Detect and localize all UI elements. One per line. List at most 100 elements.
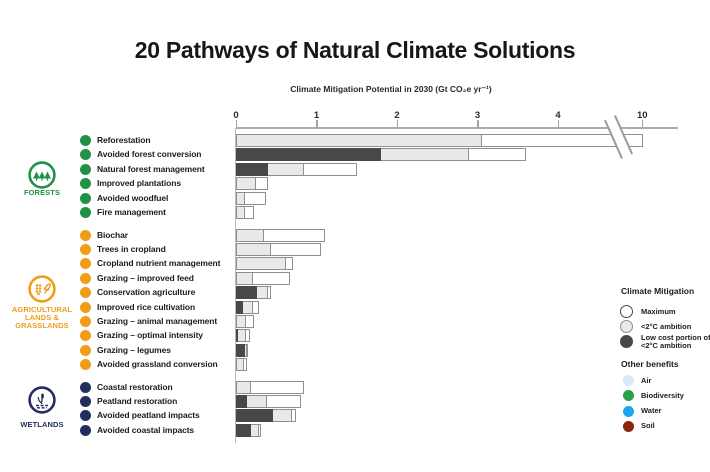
legend-item-label: Low cost portion of bbox=[641, 332, 710, 342]
category-dot bbox=[80, 272, 91, 284]
benefit-dot bbox=[623, 375, 634, 386]
bar-segment-lowcost bbox=[236, 409, 274, 423]
category-dot bbox=[80, 207, 91, 218]
pathway-label: Grazing – legumes bbox=[97, 344, 171, 355]
x-tick-mark bbox=[557, 120, 559, 128]
bar-segment-lowcost bbox=[236, 162, 269, 176]
chart-left-baseline bbox=[235, 128, 236, 443]
pathway-label: Improved plantations bbox=[97, 178, 181, 189]
bar-segment-lowcost bbox=[236, 148, 381, 162]
bar-segment-ambition bbox=[236, 314, 246, 328]
x-tick-label: 0 bbox=[233, 110, 239, 121]
benefit-label: Air bbox=[641, 375, 652, 385]
pathway-label: Avoided grassland conversion bbox=[97, 359, 218, 370]
legend-mitigation-title: Climate Mitigation bbox=[621, 286, 695, 296]
bar-segment-ambition bbox=[236, 134, 482, 147]
bar-segment-ambition bbox=[236, 206, 245, 219]
category-dot bbox=[80, 381, 91, 393]
bar-segment-ambition bbox=[236, 257, 286, 271]
forest-icon bbox=[28, 161, 56, 189]
pathway-label: Trees in cropland bbox=[97, 243, 166, 254]
legend-item-label: <2°C ambition bbox=[641, 321, 692, 331]
pathway-label: Avoided woodfuel bbox=[97, 192, 169, 203]
category-dot bbox=[80, 344, 91, 356]
legend-swatch-circle bbox=[620, 305, 633, 318]
bar-segment-ambition bbox=[236, 380, 252, 394]
bar-segment-ambition bbox=[236, 191, 245, 205]
category-dot bbox=[80, 243, 91, 255]
bar-segment-ambition bbox=[236, 177, 257, 191]
x-tick-mark bbox=[316, 120, 318, 128]
category-dot bbox=[80, 258, 91, 270]
x-tick-mark bbox=[396, 120, 398, 128]
pathway-label: Fire management bbox=[97, 207, 166, 217]
pathway-label: Natural forest management bbox=[97, 163, 205, 174]
pathway-label: Biochar bbox=[97, 229, 128, 240]
category-dot bbox=[80, 424, 91, 436]
category-dot bbox=[80, 287, 91, 299]
category-dot bbox=[80, 359, 91, 371]
category-dot bbox=[80, 192, 91, 204]
benefit-label: Soil bbox=[641, 421, 655, 431]
benefit-label: Biodiversity bbox=[641, 390, 684, 400]
category-dot bbox=[80, 229, 91, 241]
pathway-label: Avoided peatland impacts bbox=[97, 410, 200, 421]
bar-segment-lowcost bbox=[236, 300, 244, 314]
bar-segment-lowcost bbox=[236, 394, 248, 408]
legend-benefits-title: Other benefits bbox=[621, 359, 679, 369]
pathway-label: Avoided forest conversion bbox=[97, 149, 202, 160]
category-dot bbox=[80, 330, 91, 342]
pathway-label: Grazing – improved feed bbox=[97, 272, 194, 283]
pathway-label: Cropland nutrient management bbox=[97, 258, 221, 269]
pathway-label: Grazing – optimal intensity bbox=[97, 330, 203, 341]
bar-segment-ambition bbox=[236, 358, 245, 372]
wetlands-icon bbox=[28, 385, 56, 414]
legend-swatch-circle bbox=[620, 320, 633, 333]
bar-segment-lowcost bbox=[236, 286, 257, 300]
x-tick-mark bbox=[641, 120, 644, 128]
benefit-label: Water bbox=[641, 406, 662, 416]
bar-segment-ambition bbox=[236, 228, 265, 242]
x-tick-label: 3 bbox=[474, 110, 481, 121]
x-axis-title: Climate Mitigation Potential in 2030 (Gt… bbox=[290, 84, 492, 94]
pathway-label: Peatland restoration bbox=[97, 395, 178, 406]
pathway-label: Conservation agriculture bbox=[97, 287, 196, 298]
x-tick-mark bbox=[477, 120, 479, 128]
bar-segment-ambition bbox=[236, 242, 272, 256]
x-tick-label: 1 bbox=[313, 110, 320, 121]
x-tick-label: 2 bbox=[394, 110, 400, 121]
category-dot bbox=[80, 149, 91, 161]
legend-item-label: Maximum bbox=[641, 306, 676, 316]
category-dot bbox=[80, 395, 91, 407]
group-label: GRASSLANDS bbox=[15, 320, 69, 330]
x-tick-label: 4 bbox=[555, 110, 561, 121]
pathway-label: Grazing – animal management bbox=[97, 315, 218, 326]
benefit-dot bbox=[623, 420, 634, 432]
figure-title: 20 Pathways of Natural Climate Solutions bbox=[134, 37, 576, 64]
pathway-label: Reforestation bbox=[97, 135, 151, 145]
benefit-dot bbox=[623, 390, 634, 402]
bar-segment-lowcost bbox=[236, 423, 252, 437]
legend-swatch-circle bbox=[620, 335, 633, 348]
x-axis-line bbox=[236, 127, 678, 129]
pathway-label: Avoided coastal impacts bbox=[97, 424, 195, 435]
category-dot bbox=[80, 178, 91, 190]
pathway-label: Coastal restoration bbox=[97, 381, 173, 392]
x-tick-label: 10 bbox=[636, 110, 648, 121]
group-label: FORESTS bbox=[23, 187, 61, 197]
benefit-dot bbox=[623, 405, 634, 417]
category-dot bbox=[80, 135, 91, 146]
x-tick-mark bbox=[235, 120, 237, 128]
agriculture-icon bbox=[28, 275, 56, 303]
bar-segment-lowcost bbox=[236, 329, 239, 343]
pathway-label: Improved rice cultivation bbox=[97, 301, 196, 312]
group-label: WETLANDS bbox=[20, 419, 64, 429]
category-dot bbox=[80, 301, 91, 313]
legend-item-label: <2°C ambition bbox=[641, 340, 692, 350]
category-dot bbox=[80, 315, 91, 327]
category-dot bbox=[80, 410, 91, 422]
category-dot bbox=[80, 163, 91, 175]
group-label: LANDS & bbox=[24, 312, 60, 322]
bar-segment-ambition bbox=[236, 271, 253, 285]
